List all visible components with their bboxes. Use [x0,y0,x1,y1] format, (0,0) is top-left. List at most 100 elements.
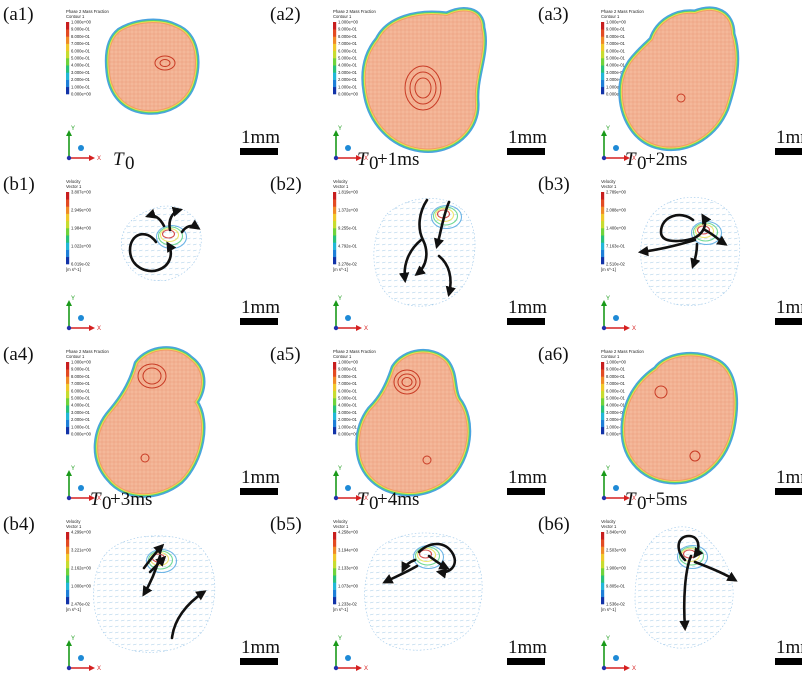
time-offset: +1ms [377,149,419,170]
vortex-contour [409,71,437,105]
legend-title-line2: Contour 1 [601,354,620,359]
legend-title-line1: Phase 2 Mass Fraction [333,349,376,354]
scale-bar-line [775,318,802,325]
legend-tick-label: 6.000e-01 [338,388,358,393]
coordinate-axes: YX [333,126,368,162]
time-stamp: T 0+2ms [625,149,687,174]
panel-label: (a4) [3,344,34,365]
jet-region-contour [676,544,709,570]
colorbar-segment [66,206,70,214]
origin-dot-icon [601,155,607,161]
colorbar-segment [333,419,337,428]
y-axis-label: Y [71,296,75,302]
colorbar-segment [601,412,605,420]
jet-region-contour [434,207,455,223]
y-axis-arrow-icon [333,130,339,136]
legend-tick-label: 1.000e+00 [71,20,92,25]
coordinate-axes: YX [601,466,636,502]
x-axis-arrow-icon [356,325,362,331]
legend-title-line2: Contour 1 [66,354,85,359]
legend-tick-label: 6.000e-01 [71,48,91,53]
origin-dot-icon [333,325,339,331]
legend-tick-label: 3.000e-01 [338,410,358,415]
legend-tick-label: 9.000e-01 [338,367,358,372]
legend-tick-label: 3.278e-02 [338,262,358,267]
colorbar-segment [66,362,70,370]
legend-title-line2: Vector 1 [601,524,617,529]
x-axis-label: X [364,156,368,162]
legend-tick-label: 4.000e-01 [71,63,91,68]
legend-tick-label: 9.000e-01 [606,367,626,372]
colorbar-segment [66,405,70,413]
droplet [361,7,487,153]
legend-title-line2: Contour 1 [333,14,352,19]
panel-label: (a3) [538,4,569,25]
colorbar-segment [333,596,337,605]
legend-tick-label: 8.000e-01 [338,34,358,39]
legend-tick-label: 1.022e+00 [71,244,92,249]
vortex-contour [676,93,686,103]
velocity-vector-cloud [364,532,483,651]
coordinate-axes: YX [66,126,101,162]
legend-title-line2: Contour 1 [66,14,85,19]
flow-arrow [401,558,417,573]
legend-tick-label: 1.984e+00 [71,226,92,231]
panel-label: (a5) [270,344,301,365]
colorbar-segment [601,228,605,236]
legend-tick-label: 1.000e+00 [338,360,359,365]
colorbar-segment [333,412,337,420]
legend-tick-label: 4.299e+00 [71,530,92,535]
vortex-contour [154,55,176,71]
legend-tick-label: 7.163e-01 [606,244,626,249]
flow-arrow [382,564,419,584]
droplet [620,352,739,485]
time-subscript: 0 [125,153,135,174]
y-axis-label: Y [338,296,342,302]
colorbar-segment [601,86,605,95]
flow-arrow [145,208,166,228]
colorbar-segment [333,22,337,30]
scale-bar: 1mm [240,467,280,495]
legend-tick-label: 2.000e-01 [606,77,626,82]
scale-bar-line [240,488,278,495]
legend-tick-label: 3.000e-01 [338,70,358,75]
colorbar-segment [601,220,605,229]
legend-title-line1: Phase 2 Mass Fraction [66,349,109,354]
legend-tick-label: 2.510e-02 [606,262,626,267]
legend-tick-label: 1.372e+00 [338,208,359,213]
flow-arrow [142,543,165,570]
colorbar-segment [66,553,70,562]
x-axis-label: X [632,156,636,162]
z-axis-sphere-icon [78,655,84,661]
legend-tick-label: 2.476e-02 [71,602,91,607]
x-axis-label: X [632,326,636,332]
x-axis-label: X [632,666,636,672]
legend-tick-label: 5.000e-01 [71,56,91,61]
vortex-contour [401,377,413,387]
flow-arrow [417,542,457,579]
colorbar-segment [333,199,337,207]
coordinate-axes: YX [66,296,101,332]
legend-tick-label: 1.000e+00 [71,360,92,365]
flow-arrow [690,242,701,269]
legend-tick-label: 8.000e-01 [606,374,626,379]
y-axis-arrow-icon [333,640,339,646]
vortex-contour [654,385,668,399]
scale-bar-label: 1mm [241,297,280,318]
scale-bar: 1mm [775,467,802,495]
colorbar-segment [66,390,70,399]
scale-bar-label: 1mm [241,127,280,148]
colorbar-segment [66,29,70,37]
scale-bar-line [507,488,545,495]
x-axis-arrow-icon [89,665,95,671]
scale-bar-label: 1mm [508,637,547,658]
colorbar-segment [333,249,337,258]
legend-units: [m s^-1] [601,607,616,612]
colorbar-segment [601,426,605,435]
colorbar-segment [333,398,337,406]
vortex-contour [422,455,432,465]
